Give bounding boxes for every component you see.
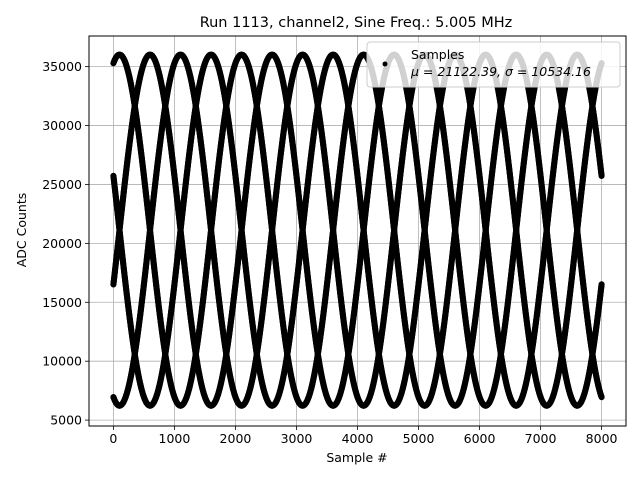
legend-series-name: Samples <box>411 47 464 62</box>
x-tick-label: 1000 <box>159 431 191 446</box>
legend-box <box>366 41 621 88</box>
sample-trace-branch <box>110 51 605 409</box>
x-axis-label: Sample # <box>326 450 387 465</box>
x-tick-label: 3000 <box>281 431 313 446</box>
y-tick-label: 10000 <box>42 354 82 369</box>
x-tick-label: 8000 <box>586 431 618 446</box>
x-axis-ticks: 0 1000 2000 3000 4000 5000 6000 7000 8000 <box>109 426 618 446</box>
y-tick-label: 15000 <box>42 295 82 310</box>
legend-marker <box>382 61 388 67</box>
chart-title: Run 1113, channel2, Sine Freq.: 5.005 MH… <box>200 15 513 31</box>
y-tick-label: 20000 <box>42 236 82 251</box>
y-tick-label: 25000 <box>42 177 82 192</box>
y-axis-ticks: 5000 10000 15000 20000 25000 30000 35000 <box>42 59 89 428</box>
x-tick-label: 7000 <box>525 431 557 446</box>
data-series <box>110 51 605 409</box>
sample-trace-branch <box>110 51 605 409</box>
x-tick-label: 4000 <box>342 431 374 446</box>
y-axis-label: ADC Counts <box>14 193 29 268</box>
x-tick-label: 0 <box>109 431 117 446</box>
legend: Samples μ = 21122.39, σ = 10534.16 <box>366 41 621 88</box>
y-tick-label: 35000 <box>42 59 82 74</box>
x-tick-label: 6000 <box>464 431 496 446</box>
x-tick-label: 5000 <box>403 431 435 446</box>
legend-series-stats: μ = 21122.39, σ = 10534.16 <box>410 64 591 79</box>
y-tick-label: 5000 <box>50 413 82 428</box>
x-tick-label: 2000 <box>220 431 252 446</box>
y-tick-label: 30000 <box>42 118 82 133</box>
